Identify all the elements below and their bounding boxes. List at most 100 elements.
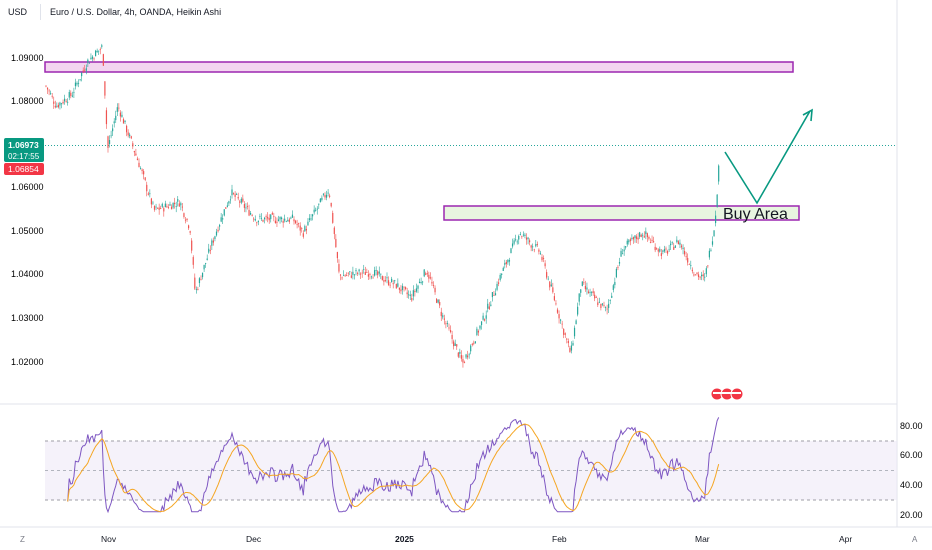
candle-body bbox=[370, 276, 373, 278]
candle-body bbox=[85, 68, 87, 71]
candle-body bbox=[648, 236, 650, 239]
candle-body bbox=[415, 288, 418, 292]
candle-body bbox=[642, 234, 644, 236]
symbol-title[interactable]: Euro / U.S. Dollar, 4h, OANDA, Heikin As… bbox=[50, 7, 222, 17]
price-tick: 1.04000 bbox=[11, 269, 44, 279]
candle-body bbox=[135, 153, 137, 156]
candle-body bbox=[127, 132, 129, 136]
candle-body bbox=[504, 263, 506, 265]
candle-body bbox=[104, 81, 106, 96]
candle-body bbox=[82, 70, 84, 72]
candle-body bbox=[529, 240, 531, 243]
candle-body bbox=[597, 302, 599, 306]
candle-body bbox=[358, 269, 360, 272]
buy-area-zone[interactable] bbox=[443, 205, 800, 221]
candle-body bbox=[237, 196, 239, 199]
candle-body bbox=[335, 238, 337, 248]
candle-body bbox=[600, 303, 602, 308]
candle-body bbox=[666, 251, 669, 254]
price-axis[interactable]: 1.09000 1.08000 1.06000 1.05000 1.04000 … bbox=[11, 53, 44, 367]
candle-body bbox=[259, 215, 261, 217]
candle-body bbox=[296, 224, 298, 225]
candle-body bbox=[448, 327, 450, 329]
candle-body bbox=[589, 291, 591, 293]
candle-body bbox=[170, 206, 173, 210]
candle-body bbox=[330, 202, 332, 207]
candle-body bbox=[68, 92, 70, 98]
time-label: Nov bbox=[101, 534, 117, 544]
candle-body bbox=[508, 260, 511, 262]
candle-body bbox=[197, 289, 199, 290]
time-axis[interactable]: Z Nov Dec 2025 Feb Mar Apr A bbox=[20, 534, 918, 544]
currency-label[interactable]: USD bbox=[8, 7, 28, 17]
auto-scale-icon[interactable]: A bbox=[912, 535, 918, 544]
candle-body bbox=[271, 212, 273, 215]
candle-body bbox=[384, 280, 387, 281]
candle-body bbox=[347, 272, 349, 274]
candle-body bbox=[649, 242, 652, 243]
chart-header: USD Euro / U.S. Dollar, 4h, OANDA, Heiki… bbox=[0, 0, 932, 22]
candle-body bbox=[338, 264, 340, 272]
rsi-axis[interactable]: 80.00 60.00 40.00 20.00 bbox=[900, 421, 923, 520]
candle-body bbox=[361, 272, 363, 274]
candle-body bbox=[166, 206, 168, 208]
projection-arrow[interactable] bbox=[724, 110, 811, 205]
candle-body bbox=[209, 250, 211, 251]
timezone-icon[interactable]: Z bbox=[20, 535, 25, 544]
candle-body bbox=[352, 271, 354, 275]
candle-body bbox=[254, 218, 256, 221]
previous-price-tag[interactable]: 1.06854 bbox=[4, 163, 44, 175]
candle-body bbox=[527, 237, 529, 240]
candle-body bbox=[290, 217, 292, 219]
candle-body bbox=[236, 194, 238, 195]
candle-body bbox=[536, 244, 538, 245]
candle-body bbox=[584, 285, 586, 290]
candle-body bbox=[575, 320, 577, 325]
economic-events-icon[interactable] bbox=[710, 387, 744, 401]
resistance-zone[interactable] bbox=[44, 61, 794, 73]
previous-price-value: 1.06854 bbox=[8, 164, 39, 174]
candle-body bbox=[484, 319, 486, 321]
candle-body bbox=[671, 242, 673, 244]
candle-body bbox=[639, 232, 641, 237]
candle-body bbox=[59, 102, 61, 106]
candle-body bbox=[471, 343, 473, 345]
candle-body bbox=[149, 193, 151, 195]
candle-body bbox=[718, 165, 720, 182]
rsi-tick: 80.00 bbox=[900, 421, 923, 431]
candle-body bbox=[175, 206, 177, 207]
candle-body bbox=[679, 242, 681, 245]
candle-body bbox=[65, 101, 67, 103]
candle-body bbox=[405, 287, 407, 290]
rsi-tick: 60.00 bbox=[900, 450, 923, 460]
candle-body bbox=[240, 198, 242, 203]
candle-body bbox=[549, 281, 551, 288]
time-label: Dec bbox=[246, 534, 262, 544]
candle-body bbox=[446, 323, 449, 324]
candle-body bbox=[91, 56, 94, 59]
candle-body bbox=[660, 253, 662, 256]
candle-body bbox=[603, 305, 605, 306]
candle-body bbox=[194, 277, 196, 289]
candle-body bbox=[375, 270, 377, 271]
candle-body bbox=[93, 58, 95, 60]
candle-body bbox=[205, 262, 207, 264]
candle-body bbox=[387, 280, 390, 285]
candle-body bbox=[392, 283, 394, 285]
candle-body bbox=[457, 352, 459, 357]
candle-body bbox=[418, 281, 421, 283]
candle-body bbox=[456, 344, 458, 347]
candle-body bbox=[397, 283, 399, 287]
candle-body bbox=[133, 151, 135, 153]
candle-body bbox=[423, 269, 425, 277]
candle-body bbox=[567, 341, 569, 344]
candle-body bbox=[73, 92, 75, 94]
candle-body bbox=[191, 240, 193, 251]
current-price-tag[interactable]: 1.06973 02:17:55 bbox=[4, 138, 44, 162]
candle-body bbox=[592, 291, 594, 294]
candle-body bbox=[144, 177, 146, 180]
candle-body bbox=[583, 282, 585, 284]
candle-body bbox=[369, 274, 371, 275]
candle-body bbox=[147, 193, 149, 195]
